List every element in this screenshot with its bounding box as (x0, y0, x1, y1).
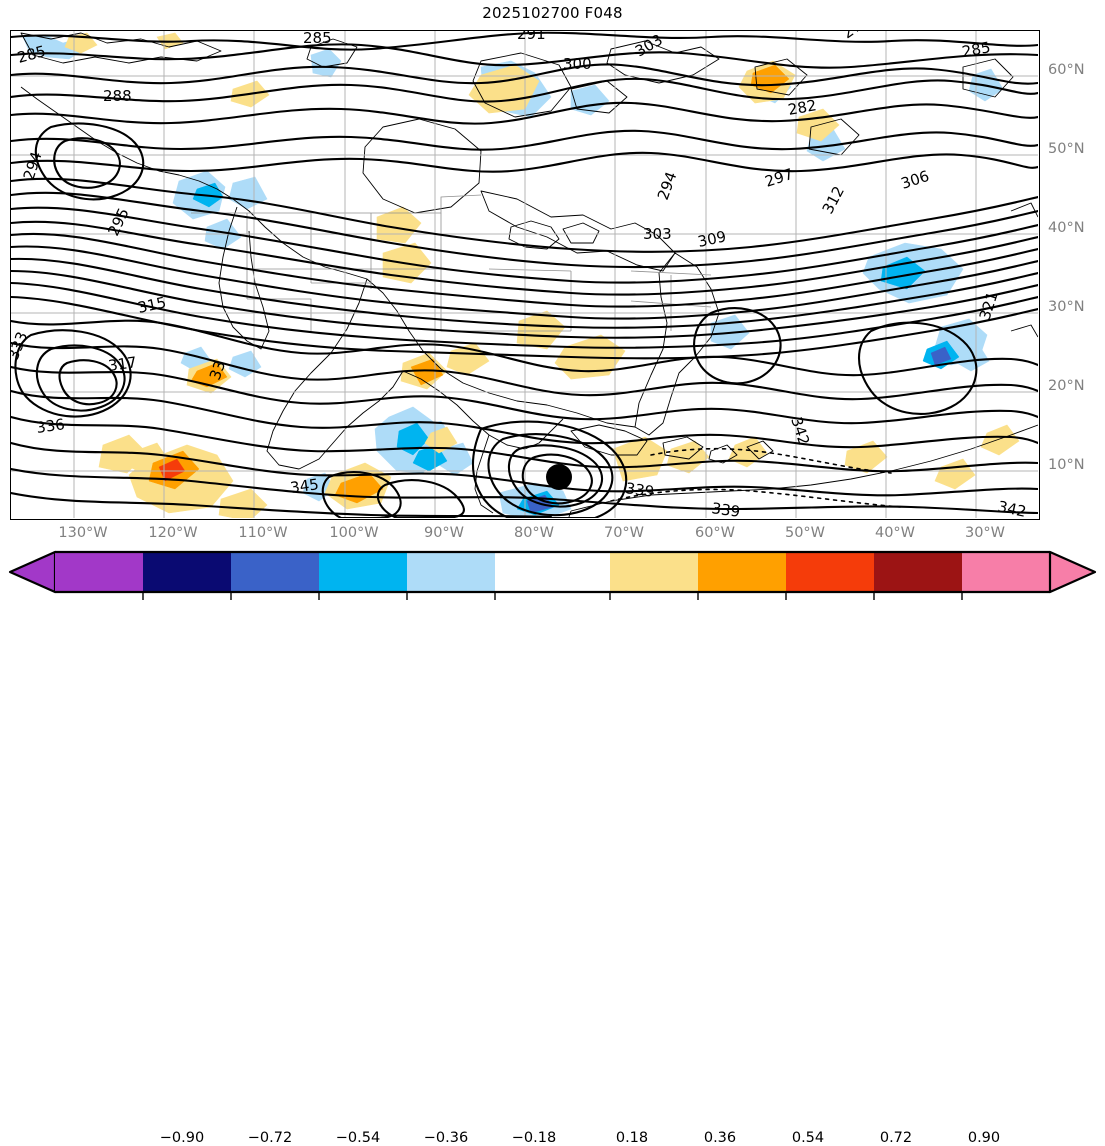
lat-tick-label-60n: 60°N (1048, 62, 1085, 78)
lon-tick-label-130w: 130°W (58, 525, 108, 541)
contour-label: 288 (103, 87, 132, 105)
lon-tick-label-50w: 50°W (784, 525, 826, 541)
colorbar-segment-purple (55, 552, 143, 592)
colorbar-segment-white (495, 552, 610, 592)
colorbar-segment-cyan (319, 552, 407, 592)
colorbar-tick-label-3: −0.54 (335, 1130, 381, 1146)
contour-label: 315 (136, 293, 168, 317)
lon-tick-label-60w: 60°W (694, 525, 736, 541)
contour-label: 303 (643, 225, 672, 243)
colorbar-tick-label-8: 0.54 (791, 1130, 825, 1146)
colorbar-segment-lightyellow (610, 552, 698, 592)
colorbar-tick-label-5: −0.18 (511, 1130, 557, 1146)
colorbar-segment-pink (962, 552, 1050, 592)
colorbar-segment-lightblue (407, 552, 495, 592)
figure-root: 2025102700 F048 (0, 4, 1105, 1146)
contour-label: 309 (696, 227, 728, 251)
colorbar-tick-label-1: −0.90 (159, 1130, 205, 1146)
contour-label: 342 (996, 497, 1028, 518)
contour-label: 291 (517, 31, 546, 43)
colorbar-tick-label-2: −0.72 (247, 1130, 293, 1146)
contour-label: 339 (624, 479, 655, 501)
lon-tick-label-100w: 100°W (329, 525, 379, 541)
contour-label: 300 (563, 55, 592, 73)
lon-tick-label-70w: 70°W (603, 525, 645, 541)
colorbar-segment-blue (231, 552, 319, 592)
page-title: 2025102700 F048 (482, 4, 623, 22)
contour-map-axes[interactable]: 285 288 285 291 300 303 279 282 285 294 … (10, 30, 1040, 520)
colorbar-segment-redorange (786, 552, 874, 592)
colorbar-segment-orange (698, 552, 786, 592)
contour-label: 285 (961, 38, 992, 61)
contour-label: 345 (289, 475, 320, 497)
lat-tick-label-40n: 40°N (1048, 220, 1085, 236)
colorbar-under-arrow (8, 550, 57, 594)
colorbar-ticks (142, 592, 963, 600)
contour-label: 279 (839, 31, 873, 42)
lon-tick-label-110w: 110°W (238, 525, 288, 541)
contour-label: 282 (787, 96, 818, 119)
colorbar-segment-navy (143, 552, 231, 592)
lat-tick-label-50n: 50°N (1048, 141, 1085, 157)
map-canvas[interactable]: 285 288 285 291 300 303 279 282 285 294 … (11, 31, 1038, 518)
colorbar-tick-label-7: 0.36 (703, 1130, 737, 1146)
lon-tick-label-90w: 90°W (423, 525, 465, 541)
lon-tick-label-80w: 80°W (513, 525, 555, 541)
lon-tick-label-40w: 40°W (874, 525, 916, 541)
contour-label: 285 (303, 31, 332, 47)
lat-tick-label-10n: 10°N (1048, 457, 1085, 473)
colorbar-canvas[interactable] (0, 548, 1105, 608)
lat-tick-label-20n: 20°N (1048, 378, 1085, 394)
lat-tick-label-30n: 30°N (1048, 299, 1085, 315)
lon-tick-label-30w: 30°W (964, 525, 1006, 541)
contour-label: 336 (35, 415, 66, 437)
lon-tick-label-120w: 120°W (148, 525, 198, 541)
colorbar-tick-label-4: −0.36 (423, 1130, 469, 1146)
colorbar[interactable]: −0.90 −0.72 −0.54 −0.36 −0.18 0.18 0.36 … (0, 548, 1105, 1146)
contour-label: 33 (206, 358, 229, 382)
colorbar-tick-label-10: 0.90 (967, 1130, 1001, 1146)
colorbar-over-arrow (1048, 550, 1097, 594)
colorbar-segment-darkred (874, 552, 962, 592)
contour-label: 317 (107, 353, 138, 375)
contour-label: 339 (710, 499, 741, 518)
contour-layer (11, 31, 1038, 518)
colorbar-tick-label-9: 0.72 (879, 1130, 913, 1146)
colorbar-tick-label-6: 0.18 (615, 1130, 649, 1146)
